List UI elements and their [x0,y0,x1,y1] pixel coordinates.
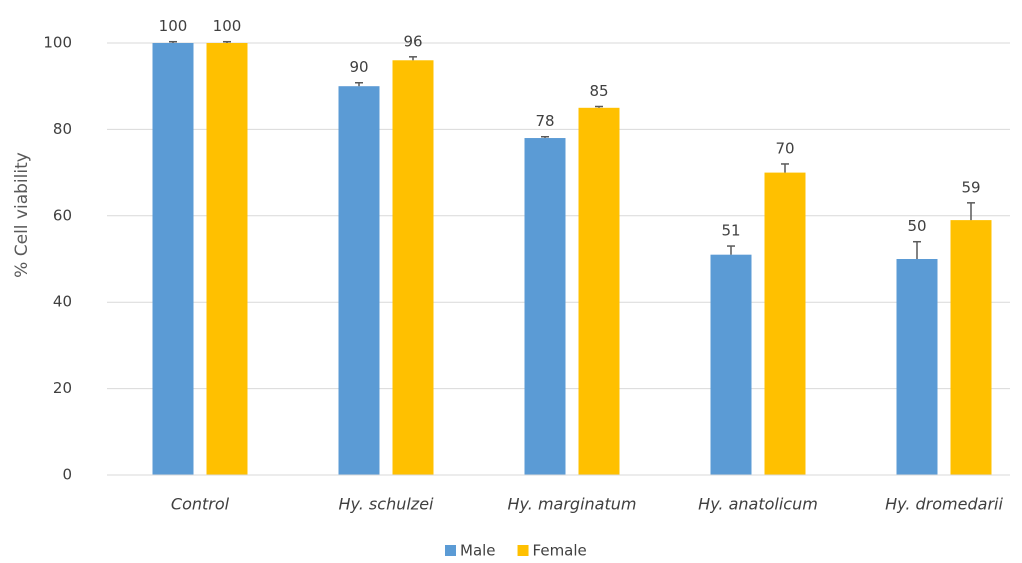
error-bar [727,245,735,255]
error-bar [541,135,549,139]
data-label: 85 [589,82,608,100]
y-tick-label: 40 [53,293,72,311]
x-tick-label: Hy. anatolicum [698,495,818,514]
bar [524,138,566,476]
bar [206,43,248,475]
error-bar [595,105,603,108]
y-tick-label: 20 [53,379,72,397]
x-tick-label: Hy. dromedarii [885,495,1003,514]
y-axis-title: % Cell viability [12,152,32,278]
y-tick-label: 80 [53,120,72,138]
x-tick-label: Hy. schulzei [339,495,435,514]
data-label: 90 [349,58,368,76]
data-label: 96 [403,32,422,50]
data-label: 70 [775,139,794,157]
bar [896,259,938,475]
error-bar [409,56,417,61]
bar [152,43,194,475]
x-tick-label: Hy. marginatum [508,495,637,514]
bar [710,254,752,475]
x-tick-label: Control [171,495,230,514]
legend-swatch [517,545,529,556]
error-bar [169,40,177,43]
bar [338,86,380,475]
data-label: 78 [535,112,554,130]
bar [578,107,620,476]
error-bar [781,163,789,173]
legend-label: Female [533,542,587,560]
bar [950,220,992,475]
y-tick-label: 100 [43,34,72,52]
data-label: 100 [159,17,188,35]
bar [392,60,434,475]
y-tick-label: 60 [53,206,72,224]
data-label: 59 [961,178,980,196]
error-bar [913,240,921,259]
error-bar [355,81,363,87]
y-tick-label: 0 [62,466,72,484]
legend-swatch [445,545,456,556]
bar [764,172,806,475]
data-label: 100 [213,17,242,35]
legend-label: Male [460,542,496,560]
error-bar [967,202,975,221]
data-label: 50 [907,217,926,235]
error-bar [223,40,231,43]
data-label: 51 [721,222,740,240]
